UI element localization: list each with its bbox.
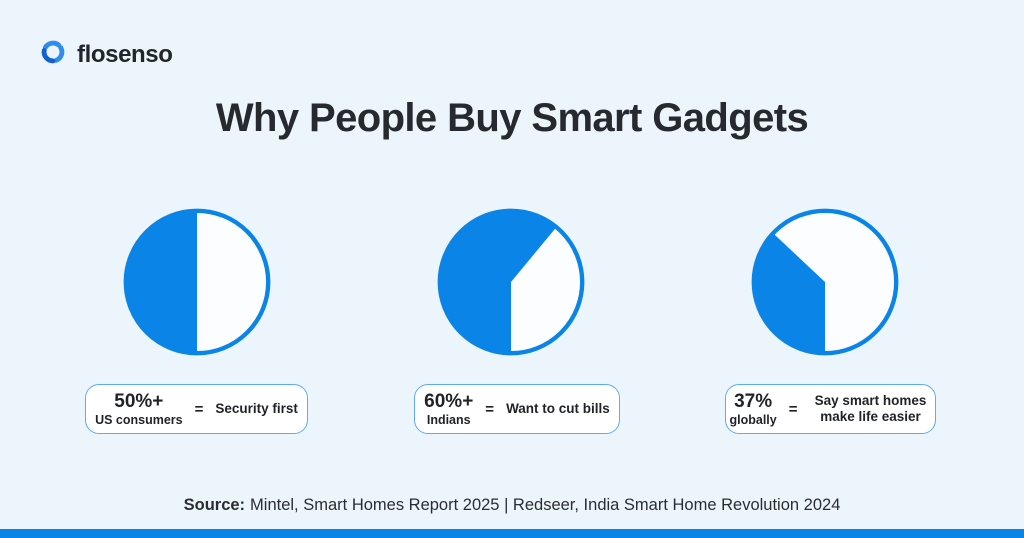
- stat-value: 50%+: [114, 391, 164, 413]
- equals-sign: =: [194, 400, 204, 418]
- stat-value: 37%: [734, 391, 773, 413]
- pie-chart-security: [123, 208, 271, 356]
- pie-wedge: [753, 233, 825, 354]
- pie-wedge: [125, 210, 197, 354]
- page-title: Why People Buy Smart Gadgets: [215, 96, 809, 140]
- stat-badge-security: 50%+ US consumers = Security first: [85, 384, 308, 434]
- swirl-logo-icon: [38, 37, 68, 72]
- brand-name: flosenso: [77, 40, 173, 68]
- pie-wedge: [439, 210, 557, 354]
- stat-value: 60%+: [424, 391, 474, 413]
- brand-logo: flosenso: [38, 37, 173, 72]
- stat-description: Want to cut bills: [506, 401, 610, 417]
- stat-column: 50%+ US consumers: [95, 391, 183, 426]
- stat-cohort: US consumers: [95, 412, 183, 427]
- source-line: Source: Mintel, Smart Homes Report 2025 |…: [0, 496, 1024, 515]
- stat-badge-bills: 60%+ Indians = Want to cut bills: [414, 384, 620, 434]
- stat-description: Say smart homes make life easier: [814, 393, 927, 424]
- pie-chart-bills: [437, 208, 585, 356]
- stat-cohort: Indians: [426, 412, 471, 427]
- equals-sign: =: [788, 400, 798, 418]
- stat-column: 37% globally: [730, 391, 777, 426]
- equals-sign: =: [485, 400, 495, 418]
- stat-cohort: globally: [729, 412, 777, 427]
- source-text: Mintel, Smart Homes Report 2025 | Redsee…: [250, 496, 841, 514]
- pie-chart-easier-life: [751, 208, 899, 356]
- bottom-accent-bar: [0, 529, 1024, 538]
- stat-description: Security first: [215, 401, 298, 417]
- source-label: Source:: [183, 496, 246, 514]
- stat-column: 60%+ Indians: [424, 391, 473, 426]
- stat-badge-easier-life: 37% globally = Say smart homes make life…: [725, 384, 936, 434]
